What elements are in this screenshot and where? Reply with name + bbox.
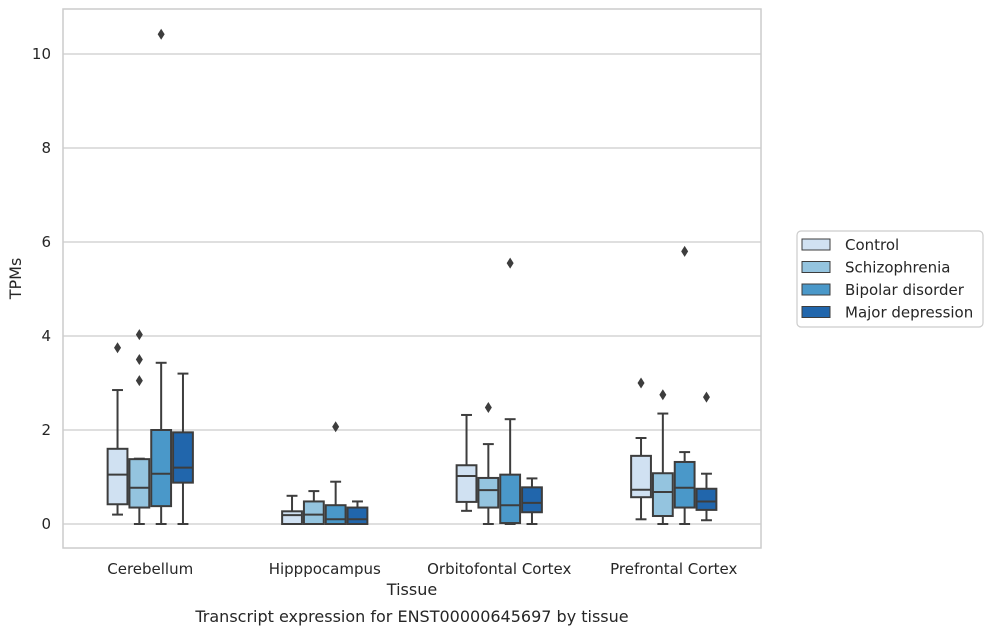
legend-frame [796,230,984,328]
outlier-point [135,375,143,387]
box-iqr [651,472,674,518]
x-tick-label: Hipppocampus [269,560,381,578]
chart-title: Transcript expression for ENST0000064569… [194,607,628,626]
y-tick-label: 10 [32,45,51,63]
box-iqr [499,473,522,525]
box-major-depression [172,372,194,525]
legend: Control Schizophrenia Bipolar disorder Majo… [796,230,984,328]
outlier-point [332,421,340,433]
legend-label: Major depression [845,304,973,322]
outlier-point [135,329,143,341]
box-schizophrenia [477,401,500,525]
box-iqr [106,447,129,506]
x-axis-ticks: Cerebellum Hipppocampus Orbitofontal Corte… [107,560,737,578]
outlier-point [506,257,514,269]
box-schizophrenia [128,329,151,525]
box-iqr [324,504,347,526]
outlier-point [484,401,492,413]
y-tick-label: 8 [41,139,51,157]
box-iqr [346,506,369,525]
outlier-point [659,389,667,401]
box-bipolar-disorder [150,28,173,525]
box-control [455,413,478,512]
box-bipolar-disorder [324,421,347,526]
box-iqr [673,460,696,509]
box-iqr [521,486,543,514]
box-iqr [172,431,194,484]
box-iqr [455,464,478,503]
legend-swatch [801,283,831,296]
box-iqr [302,500,325,526]
box-iqr [128,458,151,509]
box-plots [106,28,718,526]
box-schizophrenia [302,490,325,526]
outlier-point [114,342,122,354]
box-iqr [281,510,303,525]
box-bipolar-disorder [499,257,522,525]
box-major-depression [695,391,718,522]
box-iqr [150,429,173,508]
box-bipolar-disorder [673,245,696,525]
box-iqr [630,454,652,499]
outlier-point [637,377,645,389]
y-axis-label: TPMs [6,258,25,301]
outlier-point [157,28,165,40]
legend-swatch [801,261,831,273]
box-control [281,494,303,525]
x-tick-label: Prefrontal Cortex [610,560,737,578]
box-iqr [695,487,718,511]
y-tick-label: 6 [41,233,51,251]
x-axis-label: Tissue [386,580,437,599]
legend-label: Control [845,236,899,254]
y-tick-label: 4 [41,327,51,345]
legend-label: Bipolar disorder [845,281,965,299]
outlier-point [135,354,143,365]
legend-label: Schizophrenia [845,259,950,277]
x-tick-label: Orbitofontal Cortex [427,560,571,578]
box-iqr [477,476,500,509]
box-control [630,377,652,521]
box-major-depression [521,477,543,525]
outlier-point [681,245,689,257]
y-axis-ticks: 0 2 4 6 8 10 [32,45,51,533]
legend-swatch [801,238,831,251]
y-tick-label: 2 [41,421,51,439]
grid-lines [63,53,761,525]
plot-area [62,8,762,549]
legend-swatch [801,306,831,318]
y-tick-label: 0 [41,515,51,533]
box-control [106,342,129,516]
box-schizophrenia [651,389,674,525]
outlier-point [702,391,710,403]
box-major-depression [346,500,369,525]
x-tick-label: Cerebellum [107,560,193,578]
